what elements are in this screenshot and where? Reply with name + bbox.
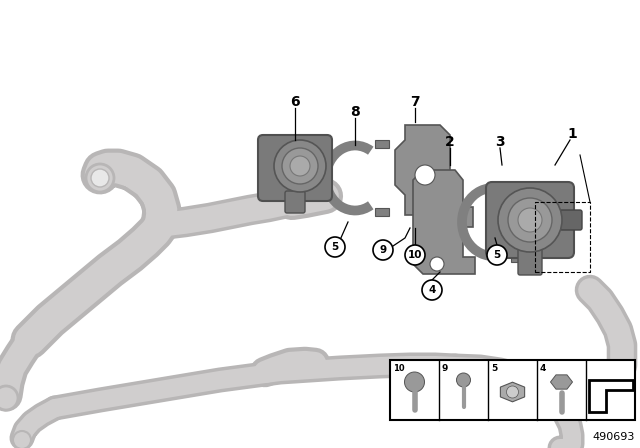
Circle shape [405,245,425,265]
Circle shape [325,237,345,257]
FancyBboxPatch shape [560,210,582,230]
Circle shape [508,198,552,242]
Text: 4: 4 [540,364,547,373]
Circle shape [282,148,318,184]
FancyBboxPatch shape [518,247,542,275]
Circle shape [13,431,31,448]
Bar [390,360,635,420]
Circle shape [498,188,562,252]
Text: 5: 5 [493,250,500,260]
Circle shape [422,280,442,300]
Circle shape [373,240,393,260]
FancyBboxPatch shape [258,135,332,201]
Text: 6: 6 [290,95,300,109]
FancyBboxPatch shape [486,182,574,258]
Bar [511,182,525,190]
Circle shape [404,372,424,392]
Circle shape [456,373,470,387]
FancyBboxPatch shape [285,191,305,213]
Bar [375,208,389,216]
Bar [375,140,389,148]
Text: 490693: 490693 [593,432,635,442]
Circle shape [415,165,435,185]
Text: 5: 5 [332,242,339,252]
Text: 1: 1 [567,127,577,141]
Text: 8: 8 [350,105,360,119]
Circle shape [86,164,114,192]
Circle shape [290,156,310,176]
Text: 9: 9 [380,245,387,255]
Circle shape [595,377,619,401]
Polygon shape [413,170,475,274]
Text: 5: 5 [491,364,497,373]
Text: 3: 3 [495,135,505,149]
Polygon shape [550,375,573,389]
Circle shape [430,257,444,271]
Polygon shape [500,382,525,402]
Circle shape [487,245,507,265]
Text: 7: 7 [410,95,420,109]
Circle shape [0,386,18,410]
Circle shape [518,208,542,232]
Text: 9: 9 [442,364,449,373]
Text: 4: 4 [428,285,436,295]
Bar [511,254,525,262]
Circle shape [506,386,518,398]
Polygon shape [589,380,632,412]
Text: 10: 10 [393,364,404,373]
Circle shape [274,140,326,192]
Polygon shape [395,125,450,215]
Text: 10: 10 [408,250,422,260]
Text: 2: 2 [445,135,455,149]
Circle shape [91,169,109,187]
